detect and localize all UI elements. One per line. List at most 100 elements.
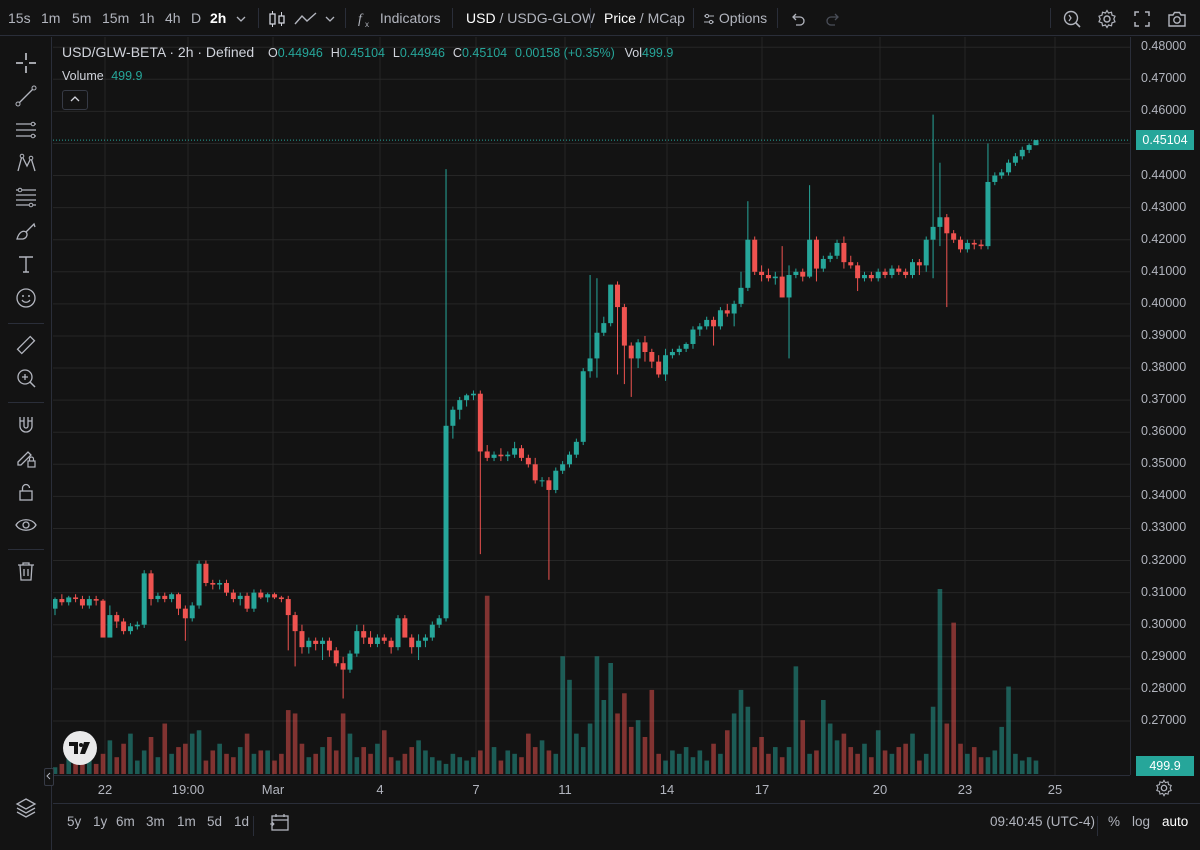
collapse-legend-button[interactable] [62,90,88,110]
undo-icon[interactable] [790,0,806,36]
range-6m[interactable]: 6m [116,814,135,829]
high-key: H [330,46,340,60]
candle-body [841,242,847,263]
mcap-label: MCap [647,10,685,26]
volume-bar [718,753,723,774]
fib-retracement-icon[interactable] [10,181,42,213]
pair-selector[interactable]: USD / USDG-GLOW [466,0,595,36]
volume-bar [999,726,1004,774]
volume-bar [333,750,339,774]
text-tool-icon[interactable] [10,248,42,280]
chart-type-chevron-down-icon[interactable] [325,0,335,36]
brush-icon[interactable] [10,215,42,247]
indicators-label: Indicators [379,10,441,26]
quick-search-icon[interactable] [1062,0,1082,36]
horizontal-lines-icon[interactable] [10,114,42,146]
candle-body [368,637,374,644]
options-button[interactable]: Options [703,0,767,36]
candle-body [395,618,401,648]
price-mcap-toggle[interactable]: Price / MCap [604,0,685,36]
candle-body [285,599,291,616]
candle-body [594,332,600,359]
scroll-left-handle[interactable] [44,768,54,786]
interval-D[interactable]: D [191,10,202,26]
fullscreen-icon[interactable] [1133,0,1151,36]
clock-time[interactable]: 09:40:45 (UTC-4) [990,814,1096,829]
volume-bar [87,760,92,774]
volume-bar [505,750,511,774]
layers-icon[interactable] [10,792,42,824]
chart-canvas[interactable] [53,37,1130,775]
interval-1m[interactable]: 1m [41,10,61,26]
range-1y[interactable]: 1y [93,814,108,829]
zoom-in-icon[interactable] [10,362,42,394]
candlestick-type-icon[interactable] [268,0,286,36]
interval-4h[interactable]: 4h [165,10,181,26]
time-axis[interactable]: 22 19:00 Mar 4 7 11 14 17 20 23 25 [53,775,1130,803]
interval-dropdown-chevron-down-icon[interactable] [236,0,246,36]
volume-bar [1019,760,1025,774]
volume-bar [1006,686,1011,774]
trend-line-icon[interactable] [10,80,42,112]
volume-bar [546,750,552,774]
volume-bar [368,753,373,774]
volume-bar [196,730,202,774]
volume-bar [862,743,867,774]
interval-5m[interactable]: 5m [72,10,92,26]
emoji-icon[interactable] [10,282,42,314]
volume-bar [855,753,860,774]
range-5y[interactable]: 5y [67,814,82,829]
volume-bar [430,757,435,774]
line-chart-type-icon[interactable] [294,0,318,36]
price-chart[interactable] [53,37,1130,775]
interval-2h[interactable]: 2h [210,10,227,26]
candle-body [278,597,284,600]
eye-icon[interactable] [10,509,42,541]
redo-icon[interactable] [825,0,841,36]
price-label: Price [604,10,636,26]
volume-bar [724,730,730,774]
time-tick-label: Mar [261,782,285,797]
range-3m[interactable]: 3m [146,814,165,829]
volume-bar [745,706,751,774]
range-1d[interactable]: 1d [234,814,250,829]
trash-icon[interactable] [10,555,42,587]
candle-body [978,244,984,247]
percent-toggle[interactable]: % [1108,814,1121,829]
candle-body [724,310,730,314]
pattern-icon[interactable] [10,147,42,179]
volume-bar [395,760,401,774]
drawing-toolbar [0,37,52,850]
lock-icon[interactable] [10,476,42,508]
settings-gear-icon[interactable] [1097,0,1117,36]
range-5d[interactable]: 5d [207,814,223,829]
interval-15s[interactable]: 15s [8,10,31,26]
date-range-calendar-icon[interactable] [270,812,290,835]
auto-toggle[interactable]: auto [1162,814,1189,829]
axis-settings-gear-icon[interactable] [1155,779,1173,802]
candle-body [292,615,298,632]
tradingview-logo[interactable] [63,731,97,765]
volume-bar [759,737,764,774]
price-axis[interactable]: 0.480000.470000.460000.450000.440000.430… [1130,37,1200,776]
pair-base: USDG-GLOW [507,10,596,26]
crosshair-icon[interactable] [10,47,42,79]
interval-15m[interactable]: 15m [102,10,130,26]
candle-body [436,618,442,625]
ruler-icon[interactable] [10,329,42,361]
candle-body [889,268,895,275]
volume-bar [402,753,408,774]
lock-drawing-icon[interactable] [10,442,42,474]
screenshot-camera-icon[interactable] [1167,0,1187,36]
magnet-icon[interactable] [10,409,42,441]
log-toggle[interactable]: log [1132,814,1151,829]
candle-body [127,626,133,632]
interval-1h[interactable]: 1h [139,10,155,26]
volume-label: Volume [62,69,104,83]
range-1m[interactable]: 1m [177,814,196,829]
candle-body [443,425,449,619]
volume-bar [484,595,490,774]
candle-body [107,615,113,638]
mcap-separator: / [635,10,648,26]
